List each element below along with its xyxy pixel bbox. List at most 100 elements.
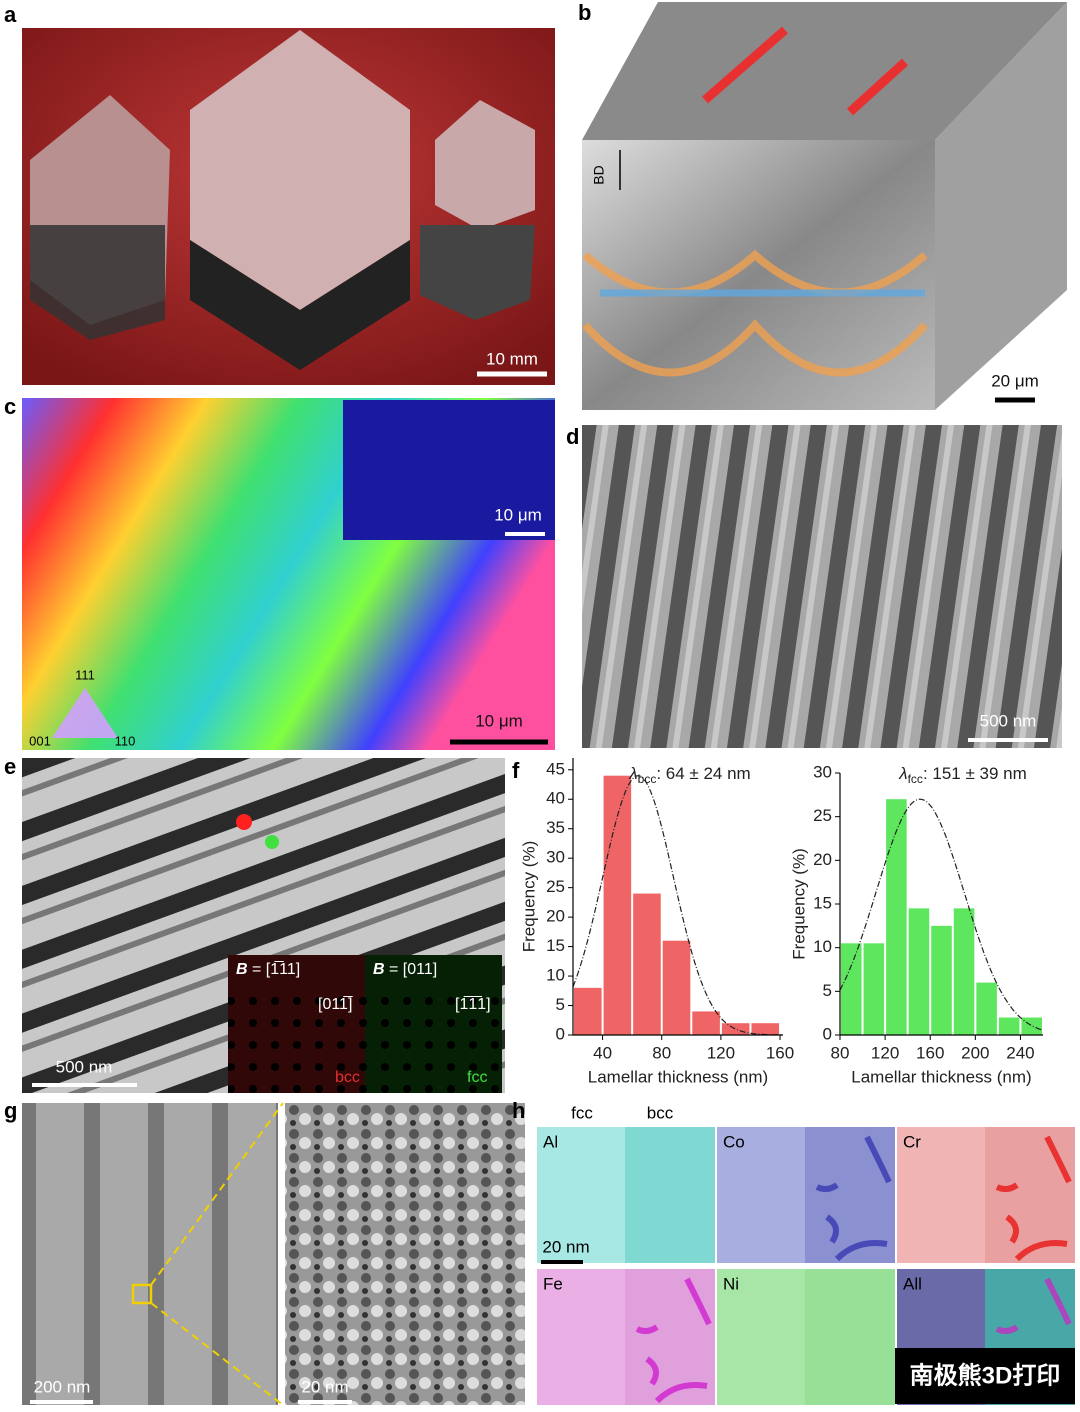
axis-label: BD — [591, 165, 607, 184]
bar — [863, 943, 885, 1035]
map-left — [717, 1127, 805, 1263]
title-symbol: λ — [898, 764, 907, 783]
cube-top — [582, 2, 1067, 140]
scale-label: 10 mm — [486, 349, 538, 368]
y-tick-label: 25 — [546, 877, 565, 896]
y-tick-label: 25 — [813, 806, 832, 825]
cube-side — [935, 2, 1067, 410]
fit-curve — [839, 798, 1044, 1031]
y-tick-label: 5 — [823, 981, 832, 1000]
x-axis-label: Lamellar thickness (nm) — [588, 1067, 768, 1086]
element-label: Ni — [723, 1274, 739, 1293]
precipitate — [995, 1135, 1072, 1262]
zoom-box — [131, 1283, 153, 1305]
title-symbol: λ — [628, 764, 637, 783]
scale-label: 20 μm — [991, 371, 1039, 390]
title-subscript: bcc — [638, 772, 657, 786]
x-tick-label: 160 — [916, 1043, 944, 1062]
arrow — [702, 26, 788, 104]
panel-label: e — [4, 754, 16, 779]
panel-label: d — [566, 424, 579, 449]
y-tick-label: 0 — [556, 1024, 565, 1043]
y-tick-label: 10 — [546, 966, 565, 985]
marker — [236, 814, 252, 830]
map-left — [537, 1127, 625, 1263]
bar — [751, 1023, 780, 1035]
y-tick-label: 20 — [546, 907, 565, 926]
element-label: Fe — [543, 1274, 563, 1293]
scale-label: 500 nm — [56, 1057, 113, 1076]
cube-front — [582, 140, 935, 410]
bar — [574, 987, 602, 1035]
title-text: : 64 ± 24 nm — [656, 764, 750, 783]
key-label: 110 — [115, 733, 136, 748]
part — [30, 225, 165, 340]
key-label: 111 — [75, 667, 95, 682]
sem-image — [582, 425, 1062, 748]
bar — [998, 1017, 1020, 1035]
bar — [662, 940, 691, 1035]
map-right — [805, 1269, 895, 1405]
zone-symbol: B — [373, 961, 385, 978]
stem-image — [22, 1103, 278, 1405]
bar — [841, 943, 862, 1035]
panel-label: b — [578, 0, 591, 25]
watermark-box — [895, 1348, 1075, 1404]
y-tick-label: 30 — [546, 848, 565, 867]
zone-axis: B = [1̅11] — [236, 960, 300, 978]
panel-label: g — [4, 1098, 17, 1123]
y-tick-label: 15 — [546, 936, 565, 955]
title-text: : 151 ± 39 nm — [923, 764, 1027, 783]
bar — [1021, 1017, 1042, 1035]
zoom-image — [285, 1103, 525, 1405]
arrow — [846, 58, 909, 116]
part — [190, 30, 410, 310]
map-right — [625, 1127, 715, 1263]
zone-index: = [1̅11] — [248, 960, 301, 978]
y-tick-label: 30 — [813, 762, 832, 781]
panel-a: 10 mm a — [4, 2, 555, 385]
part — [420, 225, 535, 320]
y-tick-label: 0 — [823, 1024, 832, 1043]
panel-g: 200 nm 20 nm g — [4, 1098, 525, 1406]
y-tick-label: 20 — [813, 850, 832, 869]
precipitate — [995, 1277, 1072, 1404]
y-axis-label: Frequency (%) — [519, 841, 538, 952]
panel-f: 0 5 10 15 20 25 30 35 40 45 40 80 120 160 Lamellar thi… — [519, 758, 1044, 1086]
x-tick-label: 200 — [961, 1043, 989, 1062]
zoom-line — [150, 1102, 284, 1286]
column-label: fcc — [571, 1103, 593, 1122]
phase-map — [343, 400, 555, 540]
zone-symbol: B — [236, 961, 248, 978]
precipitate — [635, 1277, 712, 1404]
fit-curve — [572, 775, 783, 1036]
map-left — [897, 1127, 985, 1263]
melt-pool — [582, 249, 928, 377]
panel-label: f — [512, 758, 520, 783]
panel-d: 500 nm d — [566, 424, 1062, 748]
zoom-line — [150, 1302, 284, 1406]
scale-label: 200 nm — [34, 1377, 91, 1396]
zone-index: = [011] — [385, 961, 438, 978]
bar — [886, 799, 907, 1035]
panel-label: h — [512, 1098, 525, 1123]
y-tick-label: 40 — [546, 789, 565, 808]
x-tick-label: 40 — [593, 1043, 612, 1062]
scale-label: 10 μm — [475, 711, 523, 730]
direction: [011̅] — [318, 995, 353, 1013]
element-label: Co — [723, 1132, 745, 1151]
bar — [633, 893, 661, 1035]
diffraction-pattern — [365, 985, 502, 1093]
x-tick-label: 80 — [831, 1043, 850, 1062]
map-left — [537, 1269, 625, 1405]
y-tick-label: 45 — [546, 759, 565, 778]
bar — [692, 1011, 720, 1035]
element-label: Cr — [903, 1132, 921, 1151]
bar — [721, 1023, 750, 1035]
scale-label: 500 nm — [980, 711, 1037, 730]
chart-title: λbcc: 64 ± 24 nm — [628, 764, 750, 786]
direction: [1̅1̅1] — [455, 995, 491, 1013]
panel-label: a — [4, 2, 17, 27]
diffraction-pattern — [228, 985, 365, 1093]
bar — [931, 925, 952, 1035]
